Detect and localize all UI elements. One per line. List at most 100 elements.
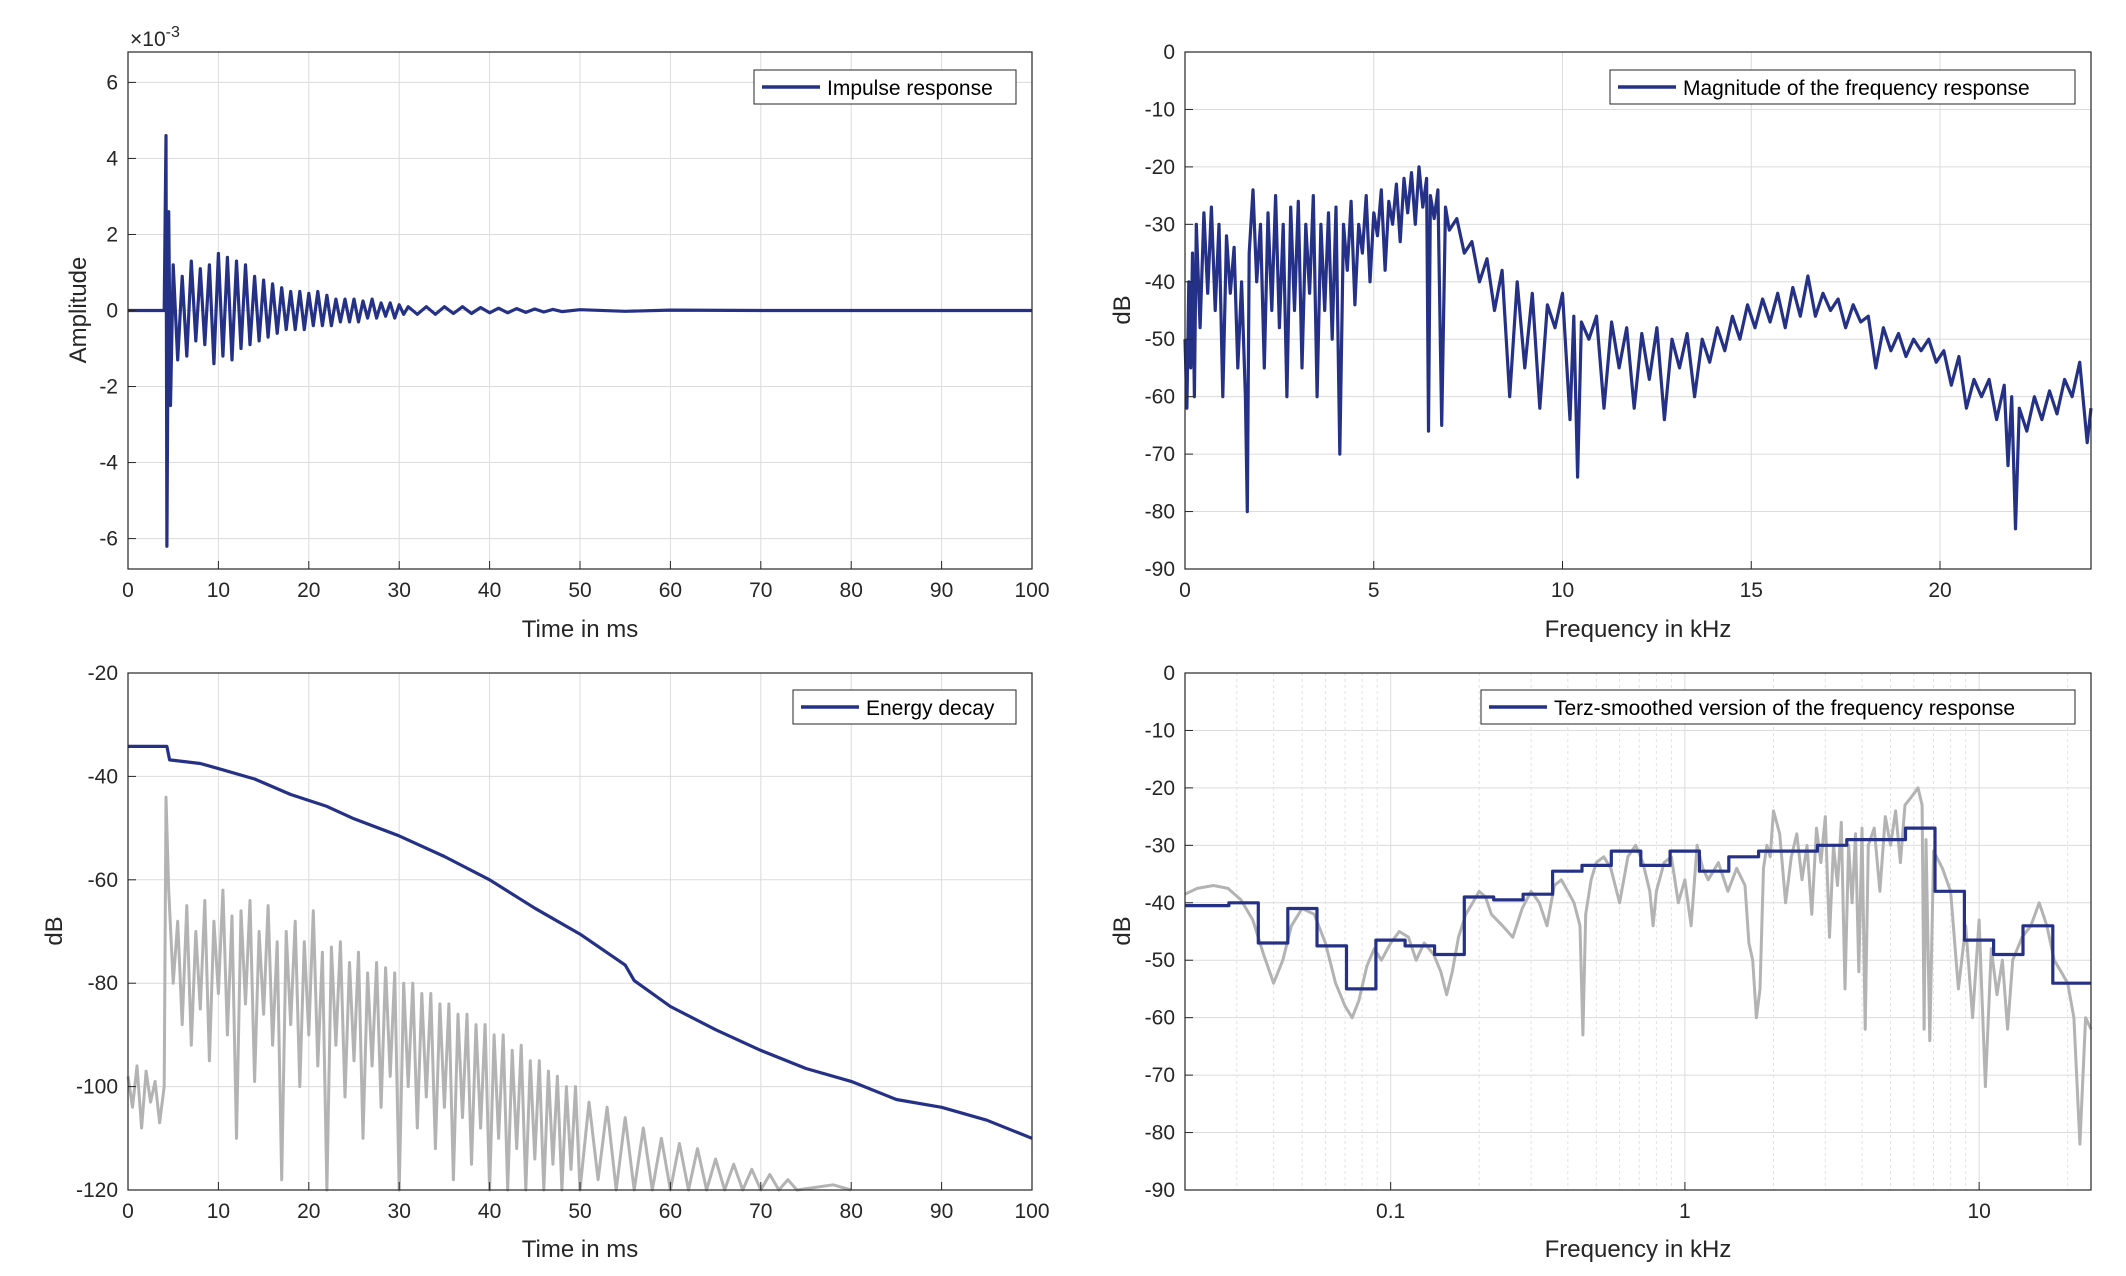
magnitude-plot: 0 5 10 15 20 0 -10 -20 -30 -40 -50 -60 -70 -80 -90 Fre… [1109, 41, 2093, 643]
series-line [1185, 826, 2091, 991]
magnitude-ylabel: dB [1109, 295, 1136, 324]
y-tick-label: -20 [1145, 156, 1175, 179]
x-tick-label: 50 [568, 1200, 591, 1223]
y-tick-label: 2 [106, 223, 118, 246]
series-line [1183, 165, 2093, 531]
terz-legend-box [1480, 689, 2076, 725]
x-tick-label: 40 [478, 579, 501, 602]
x-tick-label: 1 [1679, 1200, 1691, 1223]
y-tick-label: -30 [1145, 834, 1175, 857]
terz-ticks: 0.1 1 10 0 -10 -20 -30 -40 -50 -60 -70 -80 -90 [1145, 662, 1991, 1223]
x-tick-label: 90 [930, 1200, 953, 1223]
y-tick-label: 0 [1163, 41, 1175, 64]
terz-ylabel: dB [1109, 916, 1136, 945]
magnitude-plot-area [1185, 52, 2091, 569]
y-tick-label: 4 [106, 147, 118, 170]
y-tick-label: -20 [88, 662, 118, 685]
energy-series [126, 744, 1033, 1192]
y-tick-label: -80 [88, 972, 118, 995]
energy-legend-label: Energy decay [866, 697, 995, 720]
terz-plot-area [1185, 673, 2091, 1190]
x-tick-label: 90 [930, 579, 953, 602]
y-tick-label: 0 [1163, 662, 1175, 685]
y-tick-label: -6 [99, 528, 118, 551]
energy-legend: Energy decay [792, 689, 1017, 725]
x-tick-label: 60 [659, 579, 682, 602]
impulse-legend: Impulse response [753, 69, 1017, 105]
x-tick-label: 50 [568, 579, 591, 602]
impulse-xlabel: Time in ms [522, 616, 638, 643]
x-tick-label: 0 [122, 579, 134, 602]
x-tick-label: 30 [388, 579, 411, 602]
gray-reference-line [126, 795, 852, 1192]
x-tick-label: 100 [1014, 1200, 1049, 1223]
x-tick-label: 10 [207, 1200, 230, 1223]
magnitude-legend-label: Magnitude of the frequency response [1683, 77, 2030, 100]
magnitude-legend: Magnitude of the frequency response [1609, 69, 2076, 105]
y-tick-label: -50 [1145, 328, 1175, 351]
magnitude-series [1183, 165, 2093, 531]
x-tick-label: 70 [749, 579, 772, 602]
x-tick-label: 30 [388, 1200, 411, 1223]
impulse-legend-label: Impulse response [827, 77, 993, 100]
terz-series [1184, 786, 2093, 1146]
series-line [128, 744, 1033, 1140]
x-tick-label: 70 [749, 1200, 772, 1223]
impulse-ylabel: Amplitude [65, 257, 92, 364]
x-tick-label: 0 [1179, 579, 1191, 602]
y-tick-label: -2 [99, 376, 118, 399]
magnitude-ticks: 0 5 10 15 20 0 -10 -20 -30 -40 -50 -60 -70 -80 -90 [1145, 41, 1952, 602]
x-tick-label: 10 [1967, 1200, 1990, 1223]
y-tick-label: -4 [99, 452, 118, 475]
terz-smoothed-plot: 0.1 1 10 0 -10 -20 -30 -40 -50 -60 -70 -80 -90 Frequ… [1109, 662, 2093, 1263]
x-tick-label: 60 [659, 1200, 682, 1223]
y-tick-label: 6 [106, 71, 118, 94]
y-tick-label: -80 [1145, 501, 1175, 524]
x-tick-label: 40 [478, 1200, 501, 1223]
terz-axes-box [1184, 672, 2092, 1191]
impulse-ticks: 0 10 20 30 40 50 60 70 80 90 100 -6 -4 -2 0 2 4 6 [99, 71, 1049, 602]
magnitude-axes-box [1184, 51, 2092, 570]
y-tick-label: -10 [1145, 719, 1175, 742]
energy-decay-plot: 0 10 20 30 40 50 60 70 80 90 100 -20 -40 -60 -80 -100 -1… [41, 662, 1050, 1263]
y-tick-label: -80 [1145, 1122, 1175, 1145]
y-tick-label: -60 [1145, 1007, 1175, 1030]
y-tick-label: -50 [1145, 949, 1175, 972]
y-tick-label: -40 [88, 765, 118, 788]
y-tick-label: -30 [1145, 213, 1175, 236]
x-tick-label: 15 [1740, 579, 1763, 602]
x-tick-label: 80 [840, 579, 863, 602]
energy-xlabel: Time in ms [522, 1236, 638, 1263]
x-tick-label: 0 [122, 1200, 134, 1223]
terz-grid [1185, 672, 2091, 1191]
y-tick-label: -20 [1145, 777, 1175, 800]
y-tick-label: 0 [106, 300, 118, 323]
y-tick-label: -90 [1145, 1179, 1175, 1202]
terz-legend: Terz-smoothed version of the frequency r… [1480, 689, 2076, 725]
magnitude-xlabel: Frequency in kHz [1545, 616, 1732, 643]
y-tick-label: -40 [1145, 271, 1175, 294]
x-tick-label: 0.1 [1376, 1200, 1405, 1223]
impulse-response-plot: 0 10 20 30 40 50 60 70 80 90 100 -6 -4 -2 0 2 4 6 ×10-3 T… [65, 24, 1050, 643]
y-tick-label: -90 [1145, 558, 1175, 581]
energy-ticks: 0 10 20 30 40 50 60 70 80 90 100 -20 -40 -60 -80 -100 -1… [76, 662, 1050, 1223]
y-tick-label: -120 [76, 1179, 118, 1202]
x-tick-label: 20 [1928, 579, 1951, 602]
energy-ylabel: dB [41, 916, 68, 945]
y-tick-label: -70 [1145, 443, 1175, 466]
x-tick-label: 5 [1368, 579, 1380, 602]
x-tick-label: 20 [297, 579, 320, 602]
terz-legend-label: Terz-smoothed version of the frequency r… [1554, 697, 2015, 720]
y-tick-label: -40 [1145, 892, 1175, 915]
magnitude-legend-box [1609, 69, 2076, 105]
x-tick-label: 10 [207, 579, 230, 602]
x-tick-label: 20 [297, 1200, 320, 1223]
impulse-exponent-label: ×10-3 [130, 24, 180, 51]
y-tick-label: -60 [1145, 386, 1175, 409]
impulse-series [128, 134, 1032, 548]
x-tick-label: 100 [1014, 579, 1049, 602]
y-tick-label: -10 [1145, 98, 1175, 121]
y-tick-label: -70 [1145, 1064, 1175, 1087]
x-tick-label: 80 [840, 1200, 863, 1223]
